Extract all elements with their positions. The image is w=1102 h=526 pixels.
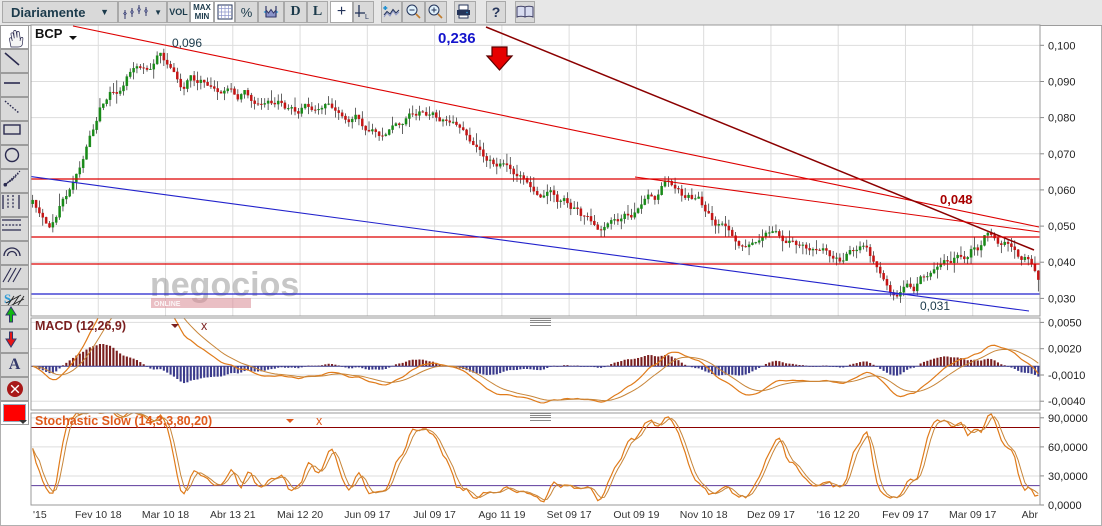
svg-text:Set 09 17: Set 09 17 (547, 509, 592, 521)
svg-text:0,040: 0,040 (1048, 257, 1076, 269)
svg-text:0,0000: 0,0000 (1048, 500, 1082, 512)
svg-text:Mar 10 18: Mar 10 18 (142, 509, 189, 521)
svg-text:Ago 11 19: Ago 11 19 (478, 509, 525, 521)
svg-text:0,080: 0,080 (1048, 113, 1076, 125)
svg-text:0,100: 0,100 (1048, 40, 1076, 52)
svg-text:0,0050: 0,0050 (1048, 317, 1082, 329)
svg-text:x: x (316, 414, 323, 428)
svg-text:Out 09 19: Out 09 19 (613, 509, 659, 521)
svg-text:BCP: BCP (35, 26, 63, 41)
svg-text:0,030: 0,030 (1048, 293, 1076, 305)
svg-text:Jun 09 17: Jun 09 17 (344, 509, 390, 521)
svg-text:60,0000: 60,0000 (1048, 442, 1088, 454)
svg-text:0,0020: 0,0020 (1048, 344, 1082, 356)
svg-text:90,0000: 90,0000 (1048, 413, 1088, 425)
svg-text:0,070: 0,070 (1048, 149, 1076, 161)
svg-text:-0,0010: -0,0010 (1048, 370, 1085, 382)
svg-text:Fev 09 17: Fev 09 17 (882, 509, 929, 521)
svg-text:30,0000: 30,0000 (1048, 471, 1088, 483)
svg-text:0,096: 0,096 (172, 36, 202, 50)
svg-text:0,048: 0,048 (940, 192, 973, 207)
svg-text:0,031: 0,031 (920, 299, 950, 313)
svg-text:-0,0040: -0,0040 (1048, 396, 1085, 408)
svg-text:'15: '15 (33, 509, 47, 521)
svg-text:MACD (12,26,9): MACD (12,26,9) (35, 319, 126, 333)
svg-text:x: x (201, 319, 208, 333)
svg-text:0,090: 0,090 (1048, 77, 1076, 89)
svg-text:Stochastic Slow (14,3,3,80,20): Stochastic Slow (14,3,3,80,20) (35, 414, 212, 428)
svg-text:'16 12 20: '16 12 20 (817, 509, 860, 521)
svg-text:Mai 12 20: Mai 12 20 (277, 509, 323, 521)
svg-text:0,050: 0,050 (1048, 221, 1076, 233)
svg-text:Abr 13 21: Abr 13 21 (210, 509, 256, 521)
svg-text:Dez 09 17: Dez 09 17 (747, 509, 795, 521)
svg-text:Nov 10 18: Nov 10 18 (680, 509, 728, 521)
svg-text:Jul 09 17: Jul 09 17 (413, 509, 456, 521)
svg-text:Mar 09 17: Mar 09 17 (949, 509, 996, 521)
svg-text:0,236: 0,236 (438, 30, 476, 47)
svg-text:ONLINE: ONLINE (154, 301, 181, 308)
svg-text:Abr: Abr (1022, 509, 1039, 521)
svg-text:Fev 10 18: Fev 10 18 (75, 509, 122, 521)
svg-text:0,060: 0,060 (1048, 185, 1076, 197)
